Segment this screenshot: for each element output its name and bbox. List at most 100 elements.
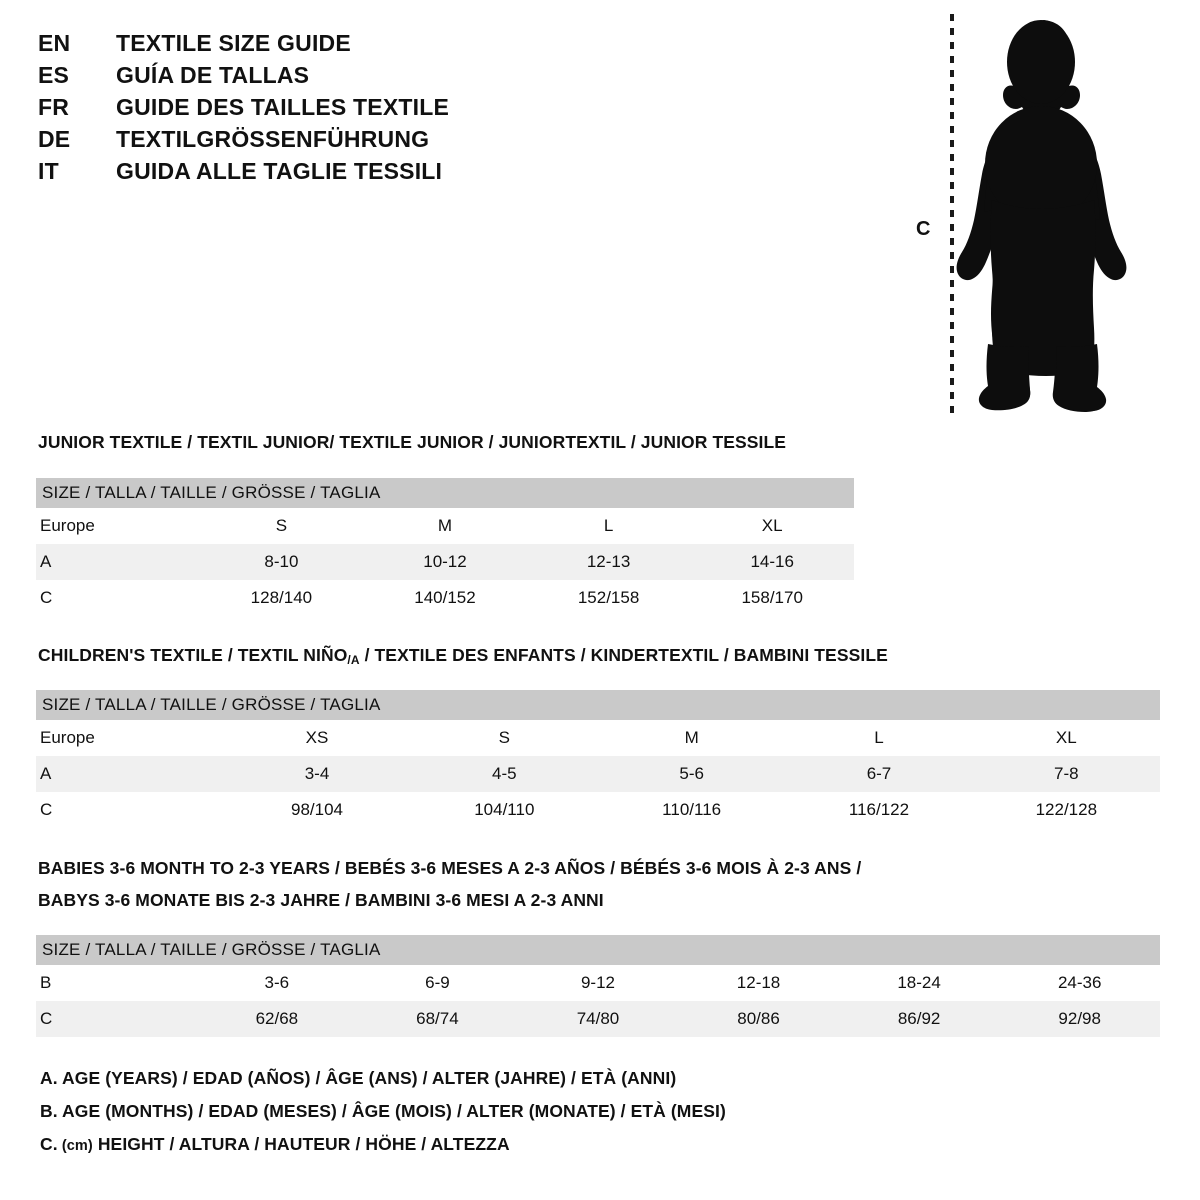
children-row-c-m: 110/116 <box>662 800 722 819</box>
children-row-a-s: 4-5 <box>492 764 517 783</box>
babies-row-c: C 62/68 68/74 74/80 80/86 86/92 92/98 <box>36 1001 1160 1037</box>
language-title-de: TEXTILGRÖSSENFÜHRUNG <box>116 126 430 152</box>
section-heading-babies: BABIES 3-6 MONTH TO 2-3 YEARS / BEBÉS 3-… <box>38 858 861 911</box>
junior-col-l: L <box>603 516 614 535</box>
junior-row-c: C 128/140 140/152 152/158 158/170 <box>36 580 854 616</box>
babies-heading-line2: BABYS 3-6 MONATE BIS 2-3 JAHRE / BAMBINI… <box>38 890 604 910</box>
children-heading-pre: CHILDREN'S TEXTILE / TEXTIL NIÑO <box>38 645 348 665</box>
junior-row-a-l: 12-13 <box>586 552 631 571</box>
children-col-l: L <box>874 728 884 747</box>
junior-row-c-label: C <box>40 588 53 607</box>
language-row-en: EN TEXTILE SIZE GUIDE <box>38 30 558 62</box>
babies-row-c-v4: 80/86 <box>737 1009 780 1028</box>
children-table-bar-row: SIZE / TALLA / TAILLE / GRÖSSE / TAGLIA <box>36 690 1160 720</box>
children-col-m: M <box>684 728 699 747</box>
legend-key-c: C. <box>40 1134 58 1154</box>
legend-unit-c: (cm) <box>57 1138 93 1154</box>
babies-row-c-v5: 86/92 <box>897 1009 941 1028</box>
children-heading-sub: /A <box>347 653 360 667</box>
language-title-es: GUÍA DE TALLAS <box>116 62 310 88</box>
children-col-s: S <box>498 728 510 747</box>
language-row-fr: FR GUIDE DES TAILLES TEXTILE <box>38 94 558 126</box>
language-code-en: EN <box>38 30 71 56</box>
junior-col-m: M <box>437 516 453 535</box>
language-code-es: ES <box>38 62 70 88</box>
legend-text-b: AGE (MONTHS) / EDAD (MESES) / ÂGE (MOIS)… <box>57 1101 726 1121</box>
babies-row-b-v5: 18-24 <box>897 973 941 992</box>
junior-table-bar-row: SIZE / TALLA / TAILLE / GRÖSSE / TAGLIA <box>36 478 854 508</box>
junior-row-c-s: 128/140 <box>250 588 313 607</box>
children-size-table: SIZE / TALLA / TAILLE / GRÖSSE / TAGLIA … <box>36 690 1160 828</box>
language-header-block: EN TEXTILE SIZE GUIDE ES GUÍA DE TALLAS … <box>38 30 558 190</box>
legend-text-c: HEIGHT / ALTURA / HAUTEUR / HÖHE / ALTEZ… <box>92 1134 510 1154</box>
language-row-es: ES GUÍA DE TALLAS <box>38 62 558 94</box>
legend-line-a: A. AGE (YEARS) / EDAD (AÑOS) / ÂGE (ANS)… <box>40 1068 940 1101</box>
height-dotted-line <box>950 14 954 414</box>
junior-row-a-s: 8-10 <box>264 552 299 571</box>
language-title-en: TEXTILE SIZE GUIDE <box>116 30 351 56</box>
children-header-row: Europe XS S M L XL <box>36 720 1160 756</box>
language-code-de: DE <box>38 126 71 152</box>
children-row-c-label: C <box>40 800 53 819</box>
babies-row-b-label: B <box>40 973 52 992</box>
children-row-c: C 98/104 104/110 110/116 116/122 122/128 <box>36 792 1160 828</box>
junior-row-a-xl: 14-16 <box>750 552 794 571</box>
legend-line-c: C. (cm) HEIGHT / ALTURA / HAUTEUR / HÖHE… <box>40 1134 940 1167</box>
language-title-fr: GUIDE DES TAILLES TEXTILE <box>116 94 449 120</box>
language-title-it: GUIDA ALLE TAGLIE TESSILI <box>116 158 443 184</box>
children-bar-label: SIZE / TALLA / TAILLE / GRÖSSE / TAGLIA <box>36 690 1160 720</box>
children-row-c-s: 104/110 <box>474 800 535 819</box>
legend-block: A. AGE (YEARS) / EDAD (AÑOS) / ÂGE (ANS)… <box>40 1068 940 1167</box>
babies-table-bar-row: SIZE / TALLA / TAILLE / GRÖSSE / TAGLIA <box>36 935 1160 965</box>
children-row-a-l: 6-7 <box>866 764 892 783</box>
junior-size-table: SIZE / TALLA / TAILLE / GRÖSSE / TAGLIA … <box>36 478 854 616</box>
babies-row-b-v1: 3-6 <box>264 973 290 992</box>
junior-row-a-label: A <box>40 552 52 571</box>
children-region-label: Europe <box>40 728 95 747</box>
children-col-xs: XS <box>305 728 329 747</box>
children-row-a-label: A <box>40 764 52 783</box>
babies-row-c-v6: 92/98 <box>1058 1009 1101 1028</box>
children-row-c-xs: 98/104 <box>290 800 343 819</box>
junior-bar-label: SIZE / TALLA / TAILLE / GRÖSSE / TAGLIA <box>36 478 854 508</box>
children-row-a-xl: 7-8 <box>1054 764 1079 783</box>
junior-col-s: S <box>275 516 288 535</box>
legend-text-a: AGE (YEARS) / EDAD (AÑOS) / ÂGE (ANS) / … <box>57 1068 677 1088</box>
language-code-it: IT <box>38 158 59 184</box>
children-row-c-xl: 122/128 <box>1035 800 1098 819</box>
babies-bar-label: SIZE / TALLA / TAILLE / GRÖSSE / TAGLIA <box>36 935 1160 965</box>
babies-row-b-v3: 9-12 <box>580 973 615 992</box>
babies-row-b-v6: 24-36 <box>1057 973 1102 992</box>
language-row-it: IT GUIDA ALLE TAGLIE TESSILI <box>38 158 558 190</box>
section-heading-junior: JUNIOR TEXTILE / TEXTIL JUNIOR/ TEXTILE … <box>38 432 787 452</box>
babies-row-b-v2: 6-9 <box>425 973 450 992</box>
junior-row-a: A 8-10 10-12 12-13 14-16 <box>36 544 854 580</box>
babies-heading-line1: BABIES 3-6 MONTH TO 2-3 YEARS / BEBÉS 3-… <box>38 858 862 878</box>
children-col-xl: XL <box>1055 728 1077 747</box>
height-figure-area: C <box>900 0 1200 430</box>
babies-row-c-label: C <box>40 1009 53 1028</box>
junior-col-xl: XL <box>761 516 783 535</box>
babies-row-c-v3: 74/80 <box>576 1009 620 1028</box>
children-row-a: A 3-4 4-5 5-6 6-7 7-8 <box>36 756 1160 792</box>
babies-size-table: SIZE / TALLA / TAILLE / GRÖSSE / TAGLIA … <box>36 935 1160 1037</box>
child-silhouette-icon <box>956 20 1127 412</box>
babies-row-c-v2: 68/74 <box>416 1009 459 1028</box>
language-code-fr: FR <box>38 94 70 120</box>
language-row-de: DE TEXTILGRÖSSENFÜHRUNG <box>38 126 558 158</box>
junior-region-label: Europe <box>40 516 95 535</box>
section-heading-children: CHILDREN'S TEXTILE / TEXTIL NIÑO/A / TEX… <box>38 645 888 667</box>
legend-line-b: B. AGE (MONTHS) / EDAD (MESES) / ÂGE (MO… <box>40 1101 940 1134</box>
children-row-a-m: 5-6 <box>679 764 704 783</box>
height-marker-label: C <box>916 218 931 240</box>
babies-row-b: B 3-6 6-9 9-12 12-18 18-24 24-36 <box>36 965 1160 1001</box>
junior-header-row: Europe S M L XL <box>36 508 854 544</box>
legend-key-a: A. <box>40 1068 58 1088</box>
children-row-c-l: 116/122 <box>848 800 910 819</box>
junior-row-c-m: 140/152 <box>414 588 476 607</box>
legend-key-b: B. <box>40 1101 58 1121</box>
junior-row-a-m: 10-12 <box>423 552 467 571</box>
junior-row-c-l: 152/158 <box>577 588 640 607</box>
babies-row-c-v1: 62/68 <box>255 1009 299 1028</box>
